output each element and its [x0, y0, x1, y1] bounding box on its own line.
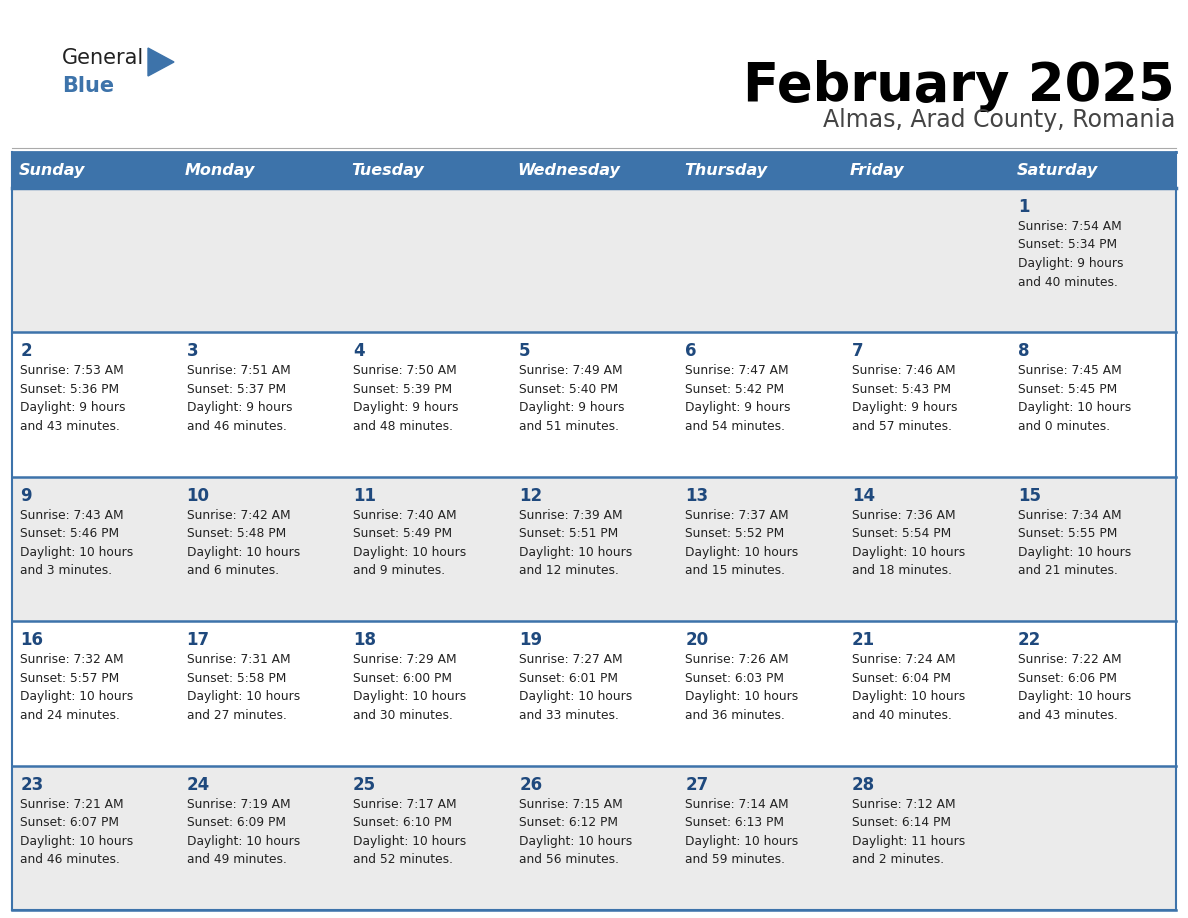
Bar	[12, 476, 1176, 621]
Text: Sunrise: 7:54 AM
Sunset: 5:34 PM
Daylight: 9 hours
and 40 minutes.: Sunrise: 7:54 AM Sunset: 5:34 PM Dayligh…	[1018, 220, 1124, 288]
Text: Sunrise: 7:51 AM
Sunset: 5:37 PM
Daylight: 9 hours
and 46 minutes.: Sunrise: 7:51 AM Sunset: 5:37 PM Dayligh…	[187, 364, 292, 433]
Text: Sunrise: 7:22 AM
Sunset: 6:06 PM
Daylight: 10 hours
and 43 minutes.: Sunrise: 7:22 AM Sunset: 6:06 PM Dayligh…	[1018, 654, 1131, 722]
Text: Sunrise: 7:31 AM
Sunset: 5:58 PM
Daylight: 10 hours
and 27 minutes.: Sunrise: 7:31 AM Sunset: 5:58 PM Dayligh…	[187, 654, 299, 722]
Bar	[12, 766, 1176, 910]
Text: Almas, Arad County, Romania: Almas, Arad County, Romania	[822, 108, 1175, 132]
Text: 13: 13	[685, 487, 708, 505]
Text: 4: 4	[353, 342, 365, 361]
Text: Sunrise: 7:40 AM
Sunset: 5:49 PM
Daylight: 10 hours
and 9 minutes.: Sunrise: 7:40 AM Sunset: 5:49 PM Dayligh…	[353, 509, 466, 577]
Text: Sunrise: 7:36 AM
Sunset: 5:54 PM
Daylight: 10 hours
and 18 minutes.: Sunrise: 7:36 AM Sunset: 5:54 PM Dayligh…	[852, 509, 965, 577]
Text: 17: 17	[187, 632, 210, 649]
Text: Sunrise: 7:43 AM
Sunset: 5:46 PM
Daylight: 10 hours
and 3 minutes.: Sunrise: 7:43 AM Sunset: 5:46 PM Dayligh…	[20, 509, 133, 577]
Text: Friday: Friday	[851, 162, 905, 177]
Bar	[12, 152, 1176, 188]
Text: 7: 7	[852, 342, 864, 361]
Text: 5: 5	[519, 342, 531, 361]
Text: Tuesday: Tuesday	[352, 162, 424, 177]
Text: Sunrise: 7:32 AM
Sunset: 5:57 PM
Daylight: 10 hours
and 24 minutes.: Sunrise: 7:32 AM Sunset: 5:57 PM Dayligh…	[20, 654, 133, 722]
Text: Sunrise: 7:27 AM
Sunset: 6:01 PM
Daylight: 10 hours
and 33 minutes.: Sunrise: 7:27 AM Sunset: 6:01 PM Dayligh…	[519, 654, 632, 722]
Text: 25: 25	[353, 776, 377, 793]
Text: 19: 19	[519, 632, 542, 649]
Text: Sunrise: 7:15 AM
Sunset: 6:12 PM
Daylight: 10 hours
and 56 minutes.: Sunrise: 7:15 AM Sunset: 6:12 PM Dayligh…	[519, 798, 632, 866]
Text: Sunrise: 7:34 AM
Sunset: 5:55 PM
Daylight: 10 hours
and 21 minutes.: Sunrise: 7:34 AM Sunset: 5:55 PM Dayligh…	[1018, 509, 1131, 577]
Text: Sunrise: 7:42 AM
Sunset: 5:48 PM
Daylight: 10 hours
and 6 minutes.: Sunrise: 7:42 AM Sunset: 5:48 PM Dayligh…	[187, 509, 299, 577]
Text: Sunrise: 7:49 AM
Sunset: 5:40 PM
Daylight: 9 hours
and 51 minutes.: Sunrise: 7:49 AM Sunset: 5:40 PM Dayligh…	[519, 364, 625, 433]
Text: Sunrise: 7:24 AM
Sunset: 6:04 PM
Daylight: 10 hours
and 40 minutes.: Sunrise: 7:24 AM Sunset: 6:04 PM Dayligh…	[852, 654, 965, 722]
Text: 12: 12	[519, 487, 542, 505]
Text: 28: 28	[852, 776, 874, 793]
Text: 15: 15	[1018, 487, 1041, 505]
Text: 6: 6	[685, 342, 697, 361]
Polygon shape	[148, 48, 173, 76]
Text: 26: 26	[519, 776, 542, 793]
Text: Sunrise: 7:45 AM
Sunset: 5:45 PM
Daylight: 10 hours
and 0 minutes.: Sunrise: 7:45 AM Sunset: 5:45 PM Dayligh…	[1018, 364, 1131, 433]
Text: 1: 1	[1018, 198, 1030, 216]
Text: Sunrise: 7:12 AM
Sunset: 6:14 PM
Daylight: 11 hours
and 2 minutes.: Sunrise: 7:12 AM Sunset: 6:14 PM Dayligh…	[852, 798, 965, 866]
Text: 8: 8	[1018, 342, 1030, 361]
Text: February 2025: February 2025	[744, 60, 1175, 112]
Text: 18: 18	[353, 632, 375, 649]
Text: 21: 21	[852, 632, 874, 649]
Text: Wednesday: Wednesday	[518, 162, 620, 177]
Text: Sunrise: 7:47 AM
Sunset: 5:42 PM
Daylight: 9 hours
and 54 minutes.: Sunrise: 7:47 AM Sunset: 5:42 PM Dayligh…	[685, 364, 791, 433]
Bar	[12, 621, 1176, 766]
Text: Saturday: Saturday	[1017, 162, 1098, 177]
Text: Sunrise: 7:50 AM
Sunset: 5:39 PM
Daylight: 9 hours
and 48 minutes.: Sunrise: 7:50 AM Sunset: 5:39 PM Dayligh…	[353, 364, 459, 433]
Text: 22: 22	[1018, 632, 1041, 649]
Text: 27: 27	[685, 776, 709, 793]
Text: 9: 9	[20, 487, 32, 505]
Text: Sunrise: 7:14 AM
Sunset: 6:13 PM
Daylight: 10 hours
and 59 minutes.: Sunrise: 7:14 AM Sunset: 6:13 PM Dayligh…	[685, 798, 798, 866]
Text: 11: 11	[353, 487, 375, 505]
Text: Sunday: Sunday	[19, 162, 86, 177]
Text: Sunrise: 7:53 AM
Sunset: 5:36 PM
Daylight: 9 hours
and 43 minutes.: Sunrise: 7:53 AM Sunset: 5:36 PM Dayligh…	[20, 364, 126, 433]
Text: Sunrise: 7:21 AM
Sunset: 6:07 PM
Daylight: 10 hours
and 46 minutes.: Sunrise: 7:21 AM Sunset: 6:07 PM Dayligh…	[20, 798, 133, 866]
Text: Blue: Blue	[62, 76, 114, 96]
Text: Sunrise: 7:19 AM
Sunset: 6:09 PM
Daylight: 10 hours
and 49 minutes.: Sunrise: 7:19 AM Sunset: 6:09 PM Dayligh…	[187, 798, 299, 866]
Text: Sunrise: 7:17 AM
Sunset: 6:10 PM
Daylight: 10 hours
and 52 minutes.: Sunrise: 7:17 AM Sunset: 6:10 PM Dayligh…	[353, 798, 466, 866]
Bar	[12, 188, 1176, 332]
Text: Sunrise: 7:39 AM
Sunset: 5:51 PM
Daylight: 10 hours
and 12 minutes.: Sunrise: 7:39 AM Sunset: 5:51 PM Dayligh…	[519, 509, 632, 577]
Text: General: General	[62, 48, 144, 68]
Text: Sunrise: 7:26 AM
Sunset: 6:03 PM
Daylight: 10 hours
and 36 minutes.: Sunrise: 7:26 AM Sunset: 6:03 PM Dayligh…	[685, 654, 798, 722]
Text: 14: 14	[852, 487, 874, 505]
Text: Sunrise: 7:37 AM
Sunset: 5:52 PM
Daylight: 10 hours
and 15 minutes.: Sunrise: 7:37 AM Sunset: 5:52 PM Dayligh…	[685, 509, 798, 577]
Text: Thursday: Thursday	[684, 162, 767, 177]
Text: Sunrise: 7:46 AM
Sunset: 5:43 PM
Daylight: 9 hours
and 57 minutes.: Sunrise: 7:46 AM Sunset: 5:43 PM Dayligh…	[852, 364, 958, 433]
Text: 20: 20	[685, 632, 708, 649]
Text: 2: 2	[20, 342, 32, 361]
Text: 3: 3	[187, 342, 198, 361]
Bar	[12, 332, 1176, 476]
Text: Sunrise: 7:29 AM
Sunset: 6:00 PM
Daylight: 10 hours
and 30 minutes.: Sunrise: 7:29 AM Sunset: 6:00 PM Dayligh…	[353, 654, 466, 722]
Text: Monday: Monday	[185, 162, 255, 177]
Text: 16: 16	[20, 632, 43, 649]
Text: 10: 10	[187, 487, 209, 505]
Text: 24: 24	[187, 776, 210, 793]
Text: 23: 23	[20, 776, 44, 793]
